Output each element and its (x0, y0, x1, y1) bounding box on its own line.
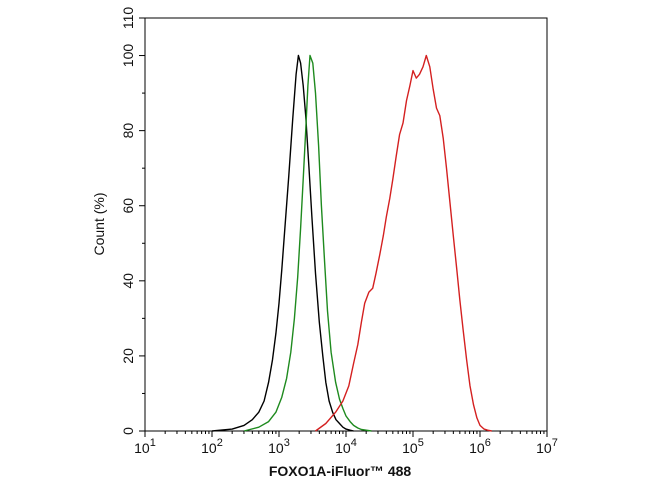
series-layer (211, 54, 492, 432)
x-tick-label: 104 (335, 437, 357, 456)
y-axis: 0 20 40 60 80 100 110 (120, 7, 145, 435)
y-tick-label: 110 (120, 7, 136, 30)
y-tick-label: 80 (120, 123, 136, 139)
x-tick-label: 102 (201, 437, 223, 456)
x-tick-label: 103 (268, 437, 290, 456)
y-tick-label: 60 (120, 198, 136, 214)
x-tick-label: 106 (469, 437, 491, 456)
y-tick-label: 0 (120, 427, 136, 435)
series-line-1 (211, 54, 354, 432)
plot-frame (144, 17, 548, 432)
y-tick-label: 40 (120, 273, 136, 289)
x-axis: 101 102 103 104 105 106 107 (134, 431, 558, 456)
x-tick-label: 105 (402, 437, 424, 456)
x-tick-label: 101 (134, 437, 156, 456)
series-line-2 (243, 54, 372, 432)
x-axis-title: FOXO1A-iFluor™ 488 (269, 463, 412, 479)
series-line-3 (315, 54, 492, 432)
y-tick-label: 100 (120, 44, 136, 68)
y-tick-label: 20 (120, 348, 136, 364)
x-tick-label: 107 (536, 437, 558, 456)
y-axis-title: Count (%) (91, 192, 107, 255)
